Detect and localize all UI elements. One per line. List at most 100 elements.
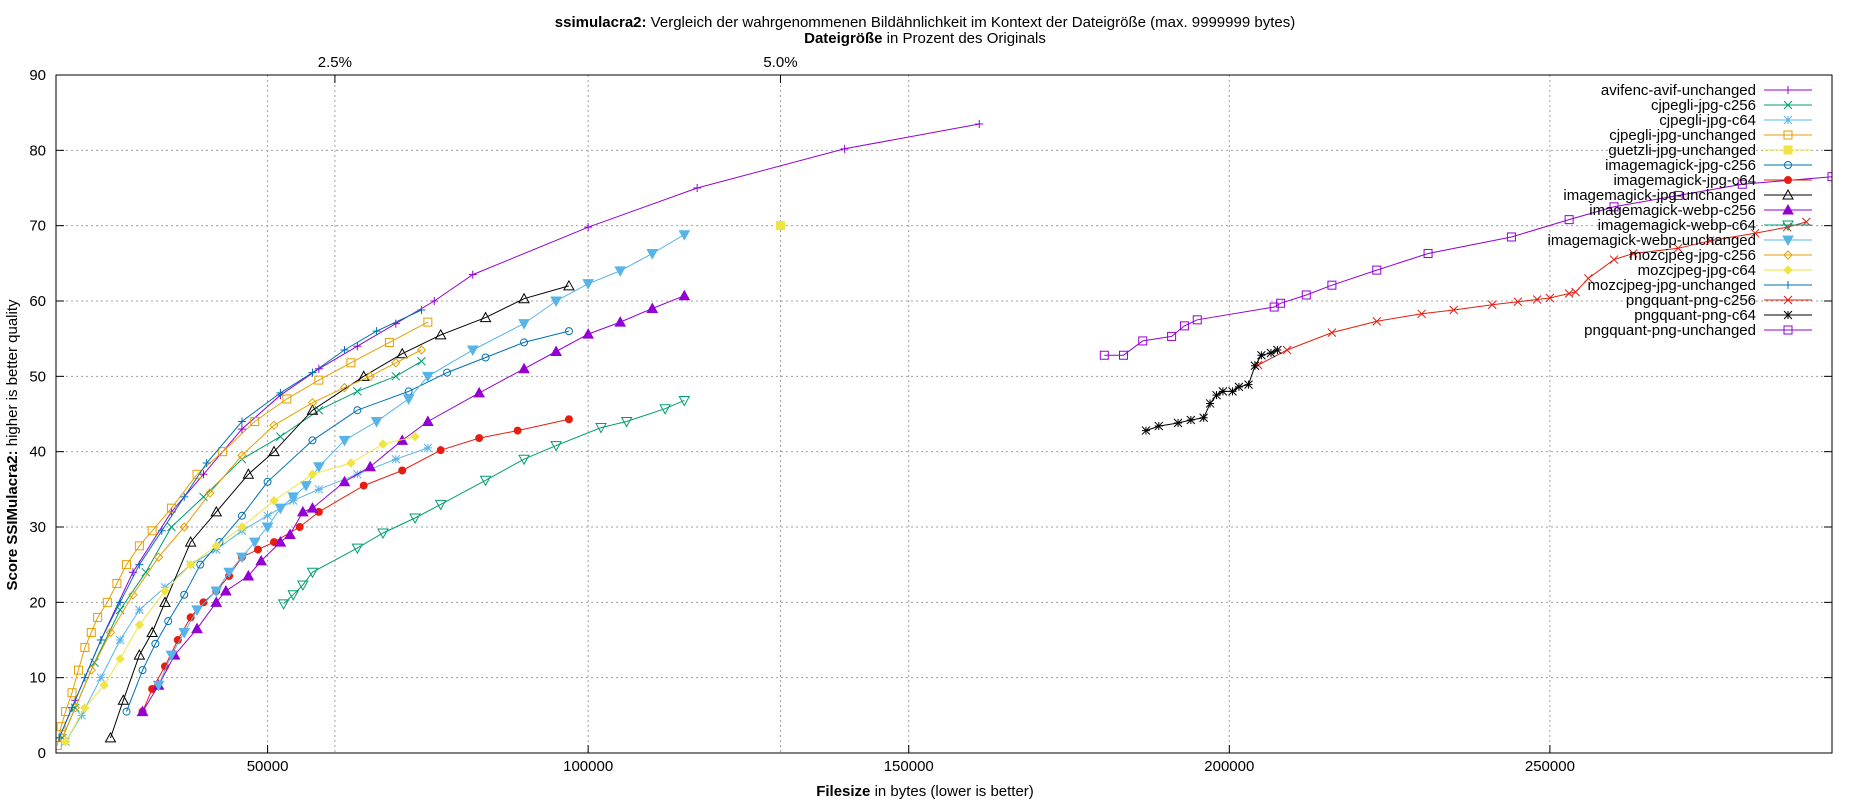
- data-point: [479, 475, 492, 487]
- series-imagemagick-webp-c64: [277, 395, 691, 610]
- data-point: [1584, 274, 1593, 283]
- data-point: [1173, 418, 1183, 428]
- data-point: [776, 221, 786, 231]
- data-point: [1257, 350, 1266, 360]
- data-point: [1783, 310, 1793, 320]
- data-point: [205, 488, 215, 498]
- data-point: [77, 710, 86, 720]
- data-point: [582, 279, 595, 290]
- data-point: [178, 627, 191, 639]
- data-point: [134, 620, 145, 630]
- data-point: [1228, 387, 1237, 396]
- data-point: [313, 462, 325, 473]
- legend-entry: imagemagick-jpg-c256: [1605, 157, 1812, 174]
- data-point: [102, 597, 112, 607]
- data-point: [300, 481, 312, 492]
- legend-label: pngquant-png-c256: [1626, 292, 1756, 309]
- data-point: [416, 345, 427, 355]
- y-tick-label: 80: [29, 142, 46, 159]
- legend-label: imagemagick-jpg-c256: [1605, 157, 1756, 174]
- x-tick-label: 50000: [247, 758, 289, 775]
- data-point: [620, 417, 633, 428]
- plot-series: [56, 119, 1832, 750]
- data-point: [277, 599, 290, 610]
- data-point: [93, 612, 103, 622]
- data-point: [1327, 280, 1337, 290]
- data-point: [308, 368, 317, 377]
- data-point: [678, 395, 691, 407]
- data-point: [80, 703, 90, 713]
- series-line: [283, 399, 685, 605]
- data-point: [314, 484, 324, 494]
- data-point: [434, 499, 447, 511]
- data-point: [261, 522, 274, 534]
- legend-entry: guetzli-jpg-unchanged: [1608, 142, 1812, 159]
- x2-tick-label: 2.5%: [318, 54, 352, 71]
- data-point: [518, 319, 530, 330]
- data-point: [1266, 348, 1276, 358]
- data-point: [199, 492, 208, 502]
- data-point: [1783, 115, 1793, 125]
- data-point: [1099, 350, 1109, 360]
- data-point: [73, 665, 83, 675]
- data-point: [116, 598, 125, 607]
- data-point: [1212, 390, 1221, 400]
- data-point: [1186, 415, 1196, 425]
- data-point: [1532, 295, 1542, 304]
- data-point: [975, 119, 984, 128]
- data-point: [396, 347, 409, 359]
- data-point: [678, 289, 691, 301]
- legend-entry: cjpegli-jpg-c64: [1659, 112, 1812, 129]
- series-guetzli-jpg-unchanged: [776, 221, 786, 231]
- data-point: [1673, 191, 1683, 201]
- data-point: [1119, 350, 1129, 360]
- data-point: [475, 434, 484, 443]
- legend-label: pngquant-png-c64: [1634, 307, 1756, 324]
- legend-label: mozcjpeg-jpg-c256: [1629, 247, 1756, 264]
- data-point: [1506, 232, 1516, 242]
- data-point: [430, 297, 439, 305]
- legend-label: imagemagick-jpg-unchanged: [1563, 187, 1756, 204]
- data-point: [352, 387, 362, 396]
- data-point: [56, 733, 64, 742]
- plot-frame: [55, 74, 1833, 754]
- y-tick-label: 40: [29, 444, 46, 461]
- data-point: [1628, 249, 1638, 258]
- data-point: [338, 475, 351, 487]
- data-point: [180, 590, 189, 599]
- data-point: [1154, 421, 1164, 431]
- data-point: [159, 596, 171, 607]
- data-point: [141, 567, 151, 577]
- legend-entry: pngquant-png-c64: [1634, 307, 1812, 324]
- data-point: [242, 569, 255, 581]
- data-point: [135, 560, 144, 569]
- data-point: [1783, 265, 1793, 275]
- y-tick-label: 30: [29, 519, 46, 536]
- x2-tick-label: 5.0%: [763, 54, 797, 71]
- data-point: [314, 364, 323, 373]
- data-point: [353, 342, 362, 351]
- series-line: [1257, 221, 1807, 366]
- data-point: [550, 441, 562, 452]
- data-point: [1783, 100, 1793, 110]
- series-cjpegli-jpg-unchanged: [56, 317, 433, 750]
- data-point: [167, 522, 176, 532]
- data-point: [1282, 345, 1292, 355]
- data-point: [220, 585, 232, 596]
- data-point: [1301, 290, 1311, 300]
- y-tick-label: 90: [29, 67, 46, 84]
- data-point: [242, 468, 255, 479]
- series-imagemagick-jpg-unchanged: [104, 279, 575, 743]
- data-point: [1192, 315, 1202, 325]
- legend-entry: imagemagick-webp-unchanged: [1548, 232, 1812, 249]
- data-point: [1564, 215, 1574, 225]
- data-point: [518, 454, 530, 466]
- data-point: [314, 375, 324, 385]
- data-point: [398, 466, 407, 475]
- data-point: [518, 292, 530, 304]
- legend-label: avifenc-avif-unchanged: [1601, 82, 1756, 99]
- legend-entry: avifenc-avif-unchanged: [1601, 82, 1812, 99]
- data-point: [112, 579, 122, 588]
- series-pngquant-png-unchanged: [1099, 172, 1832, 360]
- data-point: [253, 545, 262, 554]
